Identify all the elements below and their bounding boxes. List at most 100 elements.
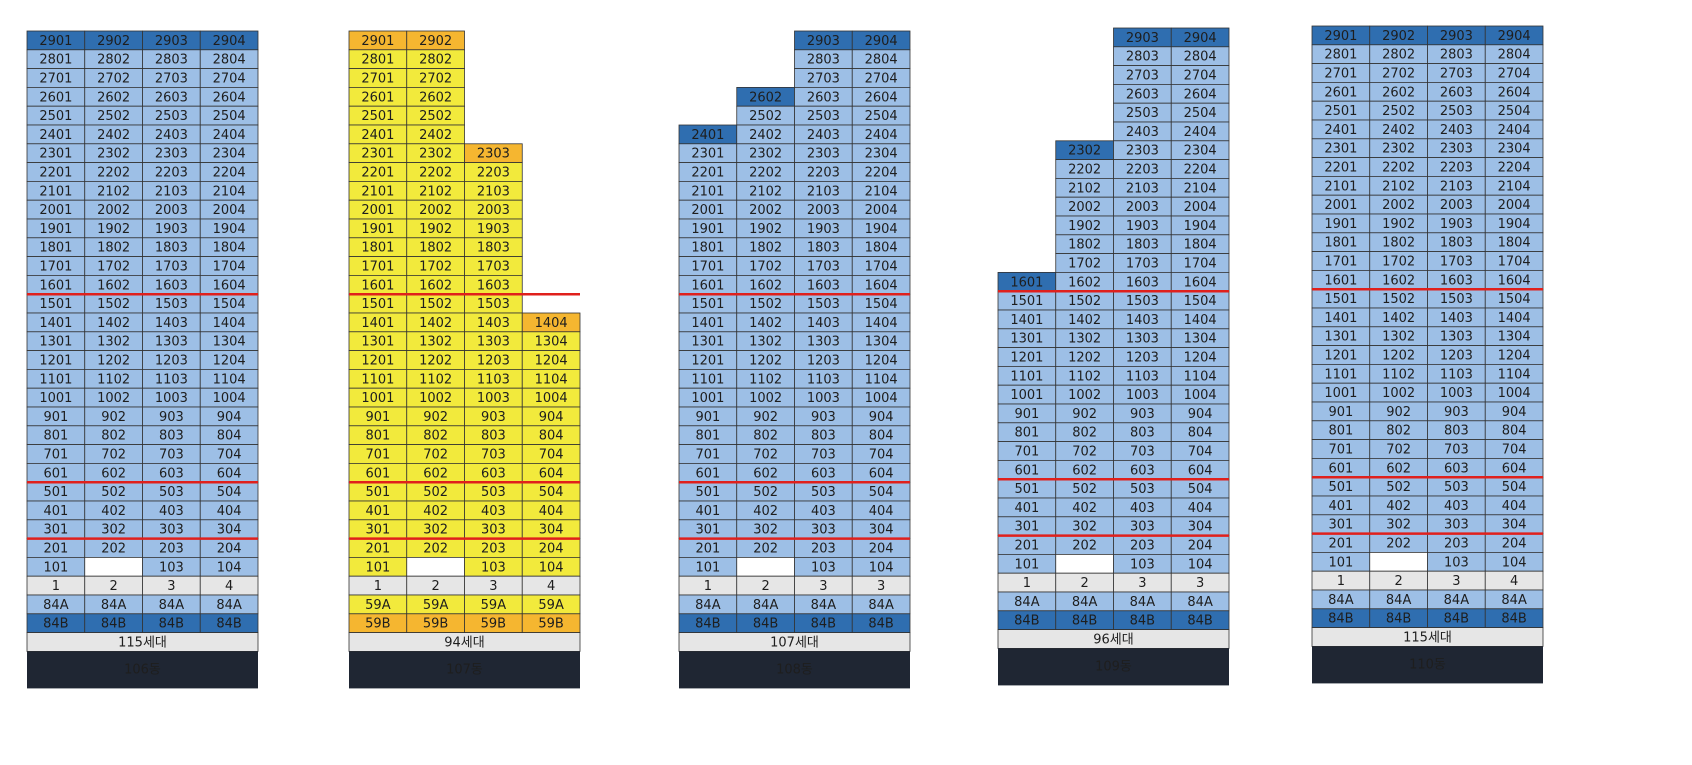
unit-cell-label: 2703 — [1126, 69, 1159, 84]
type-cell-label: 84A — [1328, 593, 1354, 608]
unit-cell-label: 1501 — [1010, 294, 1043, 309]
unit-cell-label: 502 — [1386, 480, 1411, 495]
unit-cell-label: 302 — [1072, 520, 1097, 535]
unit-cell-label: 401 — [1328, 499, 1353, 514]
household-count-label: 94세대 — [444, 636, 484, 651]
unit-cell-label: 2302 — [419, 147, 452, 162]
unit-cell-label: 1901 — [691, 222, 724, 237]
unit-cell-label: 803 — [159, 429, 184, 444]
unit-cell-label: 2203 — [1440, 161, 1473, 176]
unit-cell-label: 2403 — [1126, 125, 1159, 140]
unit-cell-label: 1602 — [1382, 273, 1415, 288]
unit-cell-label: 2302 — [1068, 144, 1101, 159]
unit-cell-label: 1004 — [535, 391, 568, 406]
unit-cell-label: 2702 — [97, 72, 130, 87]
unit-cell-label: 701 — [365, 448, 390, 463]
unit-cell-label: 402 — [1386, 499, 1411, 514]
unit-cell-label: 1802 — [749, 241, 782, 256]
type-cell-label: 84A — [1072, 595, 1098, 610]
unit-cell-label: 1502 — [749, 297, 782, 312]
unit-cell-label: 1804 — [865, 241, 898, 256]
unit-cell-label: 901 — [1014, 407, 1039, 422]
unit-cell-label: 2902 — [1382, 29, 1415, 44]
household-count — [348, 632, 581, 652]
unit-cell-label: 1004 — [865, 391, 898, 406]
unit-cell-label: 104 — [1502, 555, 1527, 570]
type-cell-label: 84B — [43, 617, 68, 632]
unit-cell-label: 1703 — [1440, 255, 1473, 270]
unit-cell-label: 1103 — [807, 372, 840, 387]
unit-cell-label: 404 — [869, 504, 894, 519]
unit-cell-label: 1004 — [213, 391, 246, 406]
type-cell-label: 84B — [1014, 614, 1039, 629]
unit-cell-label: 2804 — [1184, 50, 1217, 65]
unit-cell-label: 2404 — [1498, 123, 1531, 138]
line-cell-label: 1 — [1337, 574, 1345, 589]
unit-cell-label: 1502 — [97, 297, 130, 312]
unit-cell-label: 804 — [869, 429, 894, 444]
unit-cell-label: 503 — [481, 485, 506, 500]
unit-cell-label: 502 — [101, 485, 126, 500]
unit-cell-label: 603 — [481, 466, 506, 481]
unit-cell-label: 402 — [1072, 501, 1097, 516]
unit-cell-label: 2703 — [155, 72, 188, 87]
unit-cell-label: 2202 — [97, 166, 130, 181]
unit-cell-label: 1203 — [155, 354, 188, 369]
unit-cell-label: 301 — [695, 523, 720, 538]
unit-cell-label: 1204 — [1498, 349, 1531, 364]
unit-cell-label: 1002 — [1382, 386, 1415, 401]
unit-cell-label: 1403 — [155, 316, 188, 331]
unit-cell-label: 1801 — [1324, 236, 1357, 251]
unit-cell-label: 1701 — [691, 260, 724, 275]
unit-cell-label: 2004 — [1184, 200, 1217, 215]
unit-cell-label: 602 — [101, 466, 126, 481]
unit-cell-label: 2601 — [39, 90, 72, 105]
unit-cell-label: 903 — [1444, 405, 1469, 420]
unit-cell-label: 301 — [1328, 518, 1353, 533]
unit-cell-label: 1803 — [1440, 236, 1473, 251]
unit-cell-label: 1702 — [1068, 257, 1101, 272]
unit-cell-label: 1802 — [97, 241, 130, 256]
unit-cell-label: 2302 — [1382, 142, 1415, 157]
unit-cell-label: 1104 — [213, 372, 246, 387]
unit-cell-label: 603 — [811, 466, 836, 481]
unit-cell-label: 1804 — [1498, 236, 1531, 251]
unit-cell-label: 101 — [365, 560, 390, 575]
unit-cell-label: 103 — [1130, 557, 1155, 572]
unit-cell-label: 2303 — [1440, 142, 1473, 157]
unit-cell-label: 601 — [365, 466, 390, 481]
unit-cell-label: 2503 — [807, 109, 840, 124]
unit-cell-label: 1902 — [419, 222, 452, 237]
unit-cell-label: 701 — [1328, 443, 1353, 458]
unit-cell-label: 2502 — [1382, 104, 1415, 119]
unit-cell-label: 501 — [695, 485, 720, 500]
unit-cell-label: 404 — [539, 504, 564, 519]
building-name: 108동 — [776, 662, 813, 677]
unit-cell-label: 2802 — [1382, 48, 1415, 63]
unit-cell-label: 1704 — [1184, 257, 1217, 272]
unit-cell-label: 101 — [695, 560, 720, 575]
unit-cell-label: 203 — [811, 542, 836, 557]
type-cell-label: 59A — [423, 598, 449, 613]
unit-cell — [406, 557, 465, 577]
unit-cell-label: 1402 — [419, 316, 452, 331]
unit-cell-label: 2102 — [97, 184, 130, 199]
unit-cell-label: 1204 — [213, 354, 246, 369]
unit-cell-label: 103 — [811, 560, 836, 575]
unit-cell-label: 2903 — [155, 34, 188, 49]
unit-cell-label: 1404 — [865, 316, 898, 331]
unit-cell-label: 403 — [481, 504, 506, 519]
type-cell-label: 59B — [481, 617, 506, 632]
unit-cell-label: 502 — [1072, 482, 1097, 497]
unit-cell-label: 2401 — [691, 128, 724, 143]
unit-cell-label: 1403 — [477, 316, 510, 331]
unit-cell-label: 1601 — [361, 278, 394, 293]
unit-cell-label: 2103 — [477, 184, 510, 199]
unit-cell-label: 304 — [539, 523, 564, 538]
unit-cell-label: 2102 — [749, 184, 782, 199]
unit-cell-label: 704 — [217, 448, 242, 463]
line-cell-label: 3 — [489, 579, 497, 594]
unit-cell-label: 1602 — [97, 278, 130, 293]
unit-cell-label: 2301 — [361, 147, 394, 162]
line-cell-label: 3 — [167, 579, 175, 594]
